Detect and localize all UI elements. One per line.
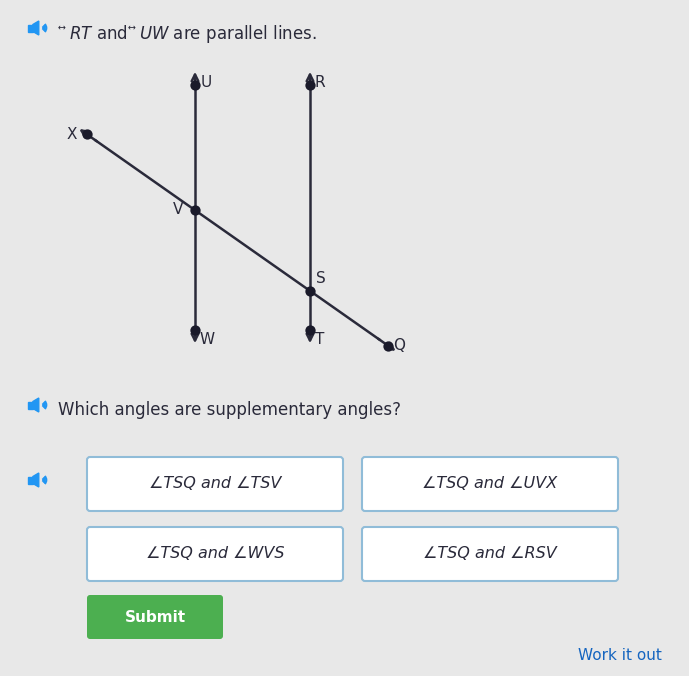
FancyBboxPatch shape [87,595,223,639]
Text: U: U [201,75,212,90]
Point [189,324,200,335]
Point [305,324,316,335]
FancyBboxPatch shape [362,527,618,581]
Text: ∠TSQ and ∠TSV: ∠TSQ and ∠TSV [149,477,281,491]
Point [382,340,393,351]
Text: R: R [315,75,326,90]
Polygon shape [33,21,39,35]
Text: Which angles are supplementary angles?: Which angles are supplementary angles? [58,401,401,419]
Text: Q: Q [393,338,405,353]
Text: Submit: Submit [125,610,185,625]
Text: ∠TSQ and ∠WVS: ∠TSQ and ∠WVS [146,546,285,562]
Point [189,80,200,91]
Text: V: V [173,202,183,217]
Polygon shape [28,402,33,408]
Polygon shape [28,24,33,32]
Text: ∠TSQ and ∠UVX: ∠TSQ and ∠UVX [422,477,557,491]
Point [81,129,92,140]
FancyBboxPatch shape [362,457,618,511]
Polygon shape [28,477,33,483]
Text: $\overleftrightarrow{RT}$ and $\overleftrightarrow{UW}$ are parallel lines.: $\overleftrightarrow{RT}$ and $\overleft… [58,23,317,45]
Text: T: T [315,332,325,347]
Text: S: S [316,271,326,286]
Text: Work it out: Work it out [578,648,662,662]
FancyBboxPatch shape [87,457,343,511]
Text: X: X [67,127,77,142]
FancyBboxPatch shape [87,527,343,581]
Point [189,205,200,216]
Point [305,285,316,296]
Text: ∠TSQ and ∠RSV: ∠TSQ and ∠RSV [423,546,557,562]
Polygon shape [33,473,39,487]
Polygon shape [33,398,39,412]
Text: W: W [200,332,215,347]
Point [305,80,316,91]
